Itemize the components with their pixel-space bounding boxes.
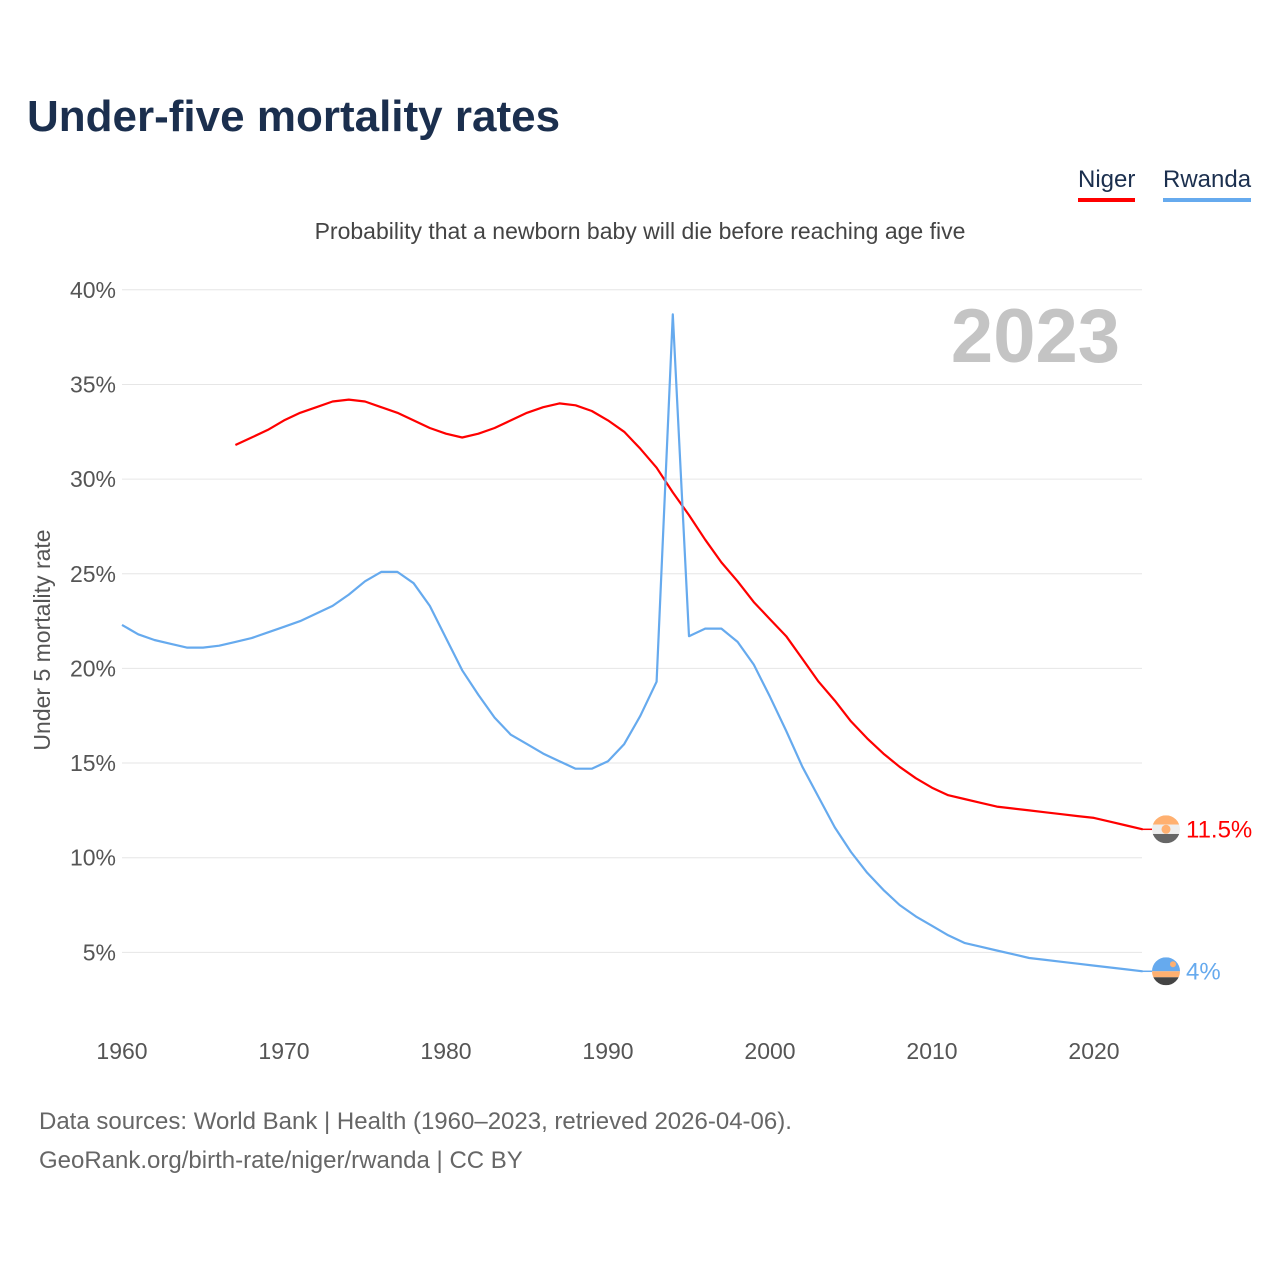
y-tick-label: 25% [70,561,116,587]
x-tick-label: 1960 [96,1038,147,1064]
end-value-label: 11.5% [1186,816,1252,843]
legend-niger[interactable]: Niger [1078,166,1136,202]
source-link[interactable]: GeoRank.org/birth-rate/niger/rwanda | CC… [39,1147,523,1174]
x-tick-label: 1970 [258,1038,309,1064]
niger-flag-icon [1152,815,1180,844]
y-axis-label: Under 5 mortality rate [29,529,55,750]
end-value-label: 4% [1186,958,1221,985]
x-tick-label: 1980 [420,1038,471,1064]
chart-title: Under-five mortality rates [27,92,561,141]
y-tick-label: 35% [70,371,116,397]
y-tick-label: 15% [70,750,116,776]
x-tick-label: 2020 [1068,1038,1119,1064]
chart-subtitle: Probability that a newborn baby will die… [314,218,966,244]
legend-rwanda[interactable]: Rwanda [1163,166,1252,202]
series-line-rwanda [121,313,1143,973]
x-tick-label: 2010 [906,1038,957,1064]
year-watermark: 2023 [951,294,1120,379]
x-tick-label: 1990 [582,1038,633,1064]
series-line-niger [234,398,1143,831]
y-tick-label: 40% [70,277,116,303]
y-tick-label: 10% [70,845,116,871]
y-tick-label: 30% [70,466,116,492]
source-text: Data sources: World Bank | Health (1960–… [39,1108,792,1135]
rwanda-flag-icon [1152,957,1180,986]
x-tick-label: 2000 [744,1038,795,1064]
y-tick-label: 20% [70,655,116,681]
y-tick-label: 5% [83,939,116,965]
